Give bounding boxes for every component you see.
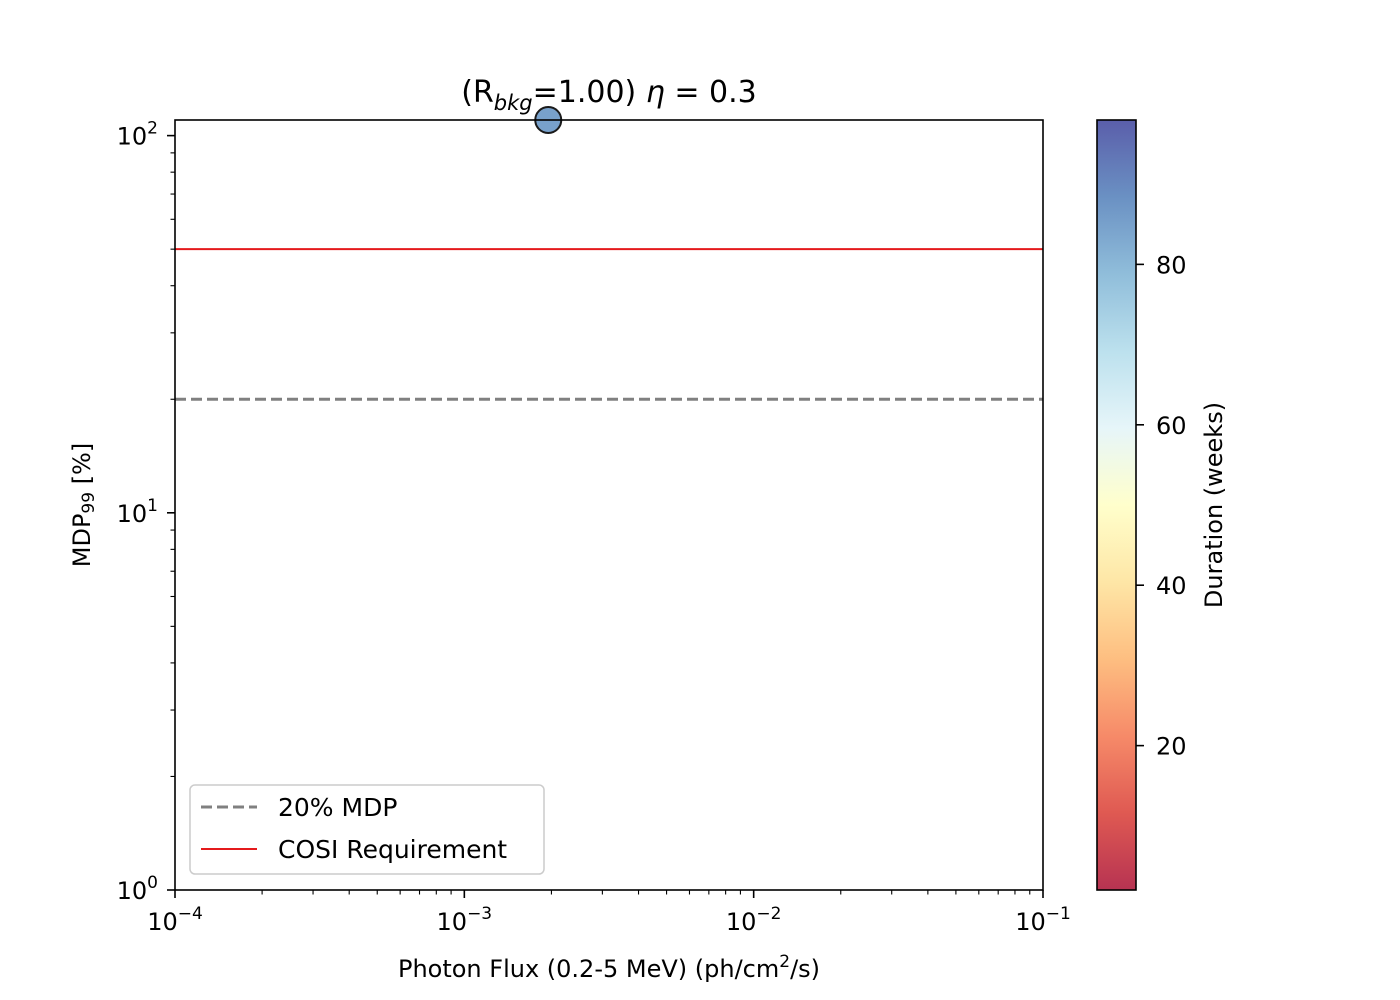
colorbar-tick-label-3: 80 bbox=[1156, 251, 1187, 279]
legend-label-cosi-requirement: COSI Requirement bbox=[278, 835, 507, 864]
plot-clip-group bbox=[175, 248, 1043, 401]
chart-title: (Rbkg=1.00) η = 0.3 bbox=[461, 75, 757, 115]
x-axis-label: Photon Flux (0.2-5 MeV) (ph/cm2/s) bbox=[398, 952, 820, 983]
x-tick-label-3: 10−1 bbox=[1015, 904, 1071, 936]
y-axis-label: MDP99 [%] bbox=[68, 443, 99, 567]
y-tick-label-2: 102 bbox=[117, 119, 158, 151]
plot-area bbox=[175, 106, 1043, 401]
colorbar-gradient bbox=[1097, 120, 1136, 890]
x-tick-label-2: 10−2 bbox=[726, 904, 782, 936]
colorbar-tick-label-1: 40 bbox=[1156, 572, 1187, 600]
legend-label-20-mdp: 20% MDP bbox=[278, 793, 397, 822]
axes-frame bbox=[174, 119, 1044, 891]
legend-box bbox=[189, 784, 545, 875]
legend: 20% MDP COSI Requirement bbox=[189, 784, 545, 875]
y-tick-label-0: 100 bbox=[117, 873, 158, 905]
colorbar-ticks: 20 40 60 80 bbox=[1136, 251, 1187, 761]
colorbar-label: Duration (weeks) bbox=[1200, 402, 1228, 608]
colorbar-frame bbox=[1096, 119, 1137, 891]
y-tick-label-1: 101 bbox=[117, 496, 158, 528]
colorbar-tick-label-0: 20 bbox=[1156, 733, 1187, 761]
colorbar-tick-label-2: 60 bbox=[1156, 412, 1187, 440]
axis-ticks: 10−4 10−3 10−2 10−1 100 101 102 bbox=[117, 119, 1071, 936]
x-tick-label-1: 10−3 bbox=[437, 904, 493, 936]
colorbar: 20 40 60 80 Duration (weeks) bbox=[1096, 119, 1228, 891]
x-tick-label-0: 10−4 bbox=[147, 904, 203, 936]
